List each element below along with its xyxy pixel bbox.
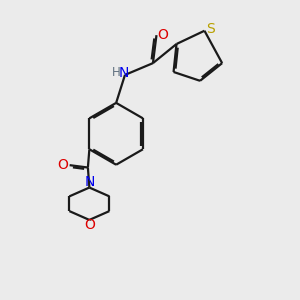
Text: O: O: [84, 218, 95, 232]
Text: O: O: [58, 158, 69, 172]
Text: O: O: [158, 28, 168, 42]
Text: S: S: [207, 22, 215, 36]
Text: N: N: [118, 66, 129, 80]
Text: N: N: [84, 175, 94, 189]
Text: H: H: [112, 66, 121, 79]
